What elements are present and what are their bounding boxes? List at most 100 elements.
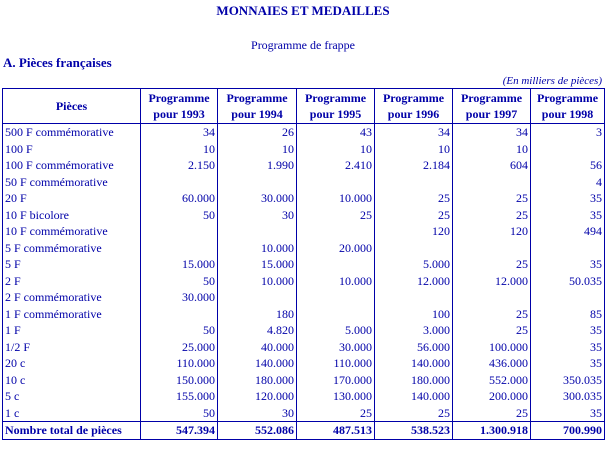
cell: 56.000 — [374, 338, 453, 355]
column-header: Programme pour 1997 — [452, 88, 531, 124]
cell — [374, 239, 453, 256]
cell: 130.000 — [296, 388, 375, 405]
cell: 552.000 — [452, 371, 531, 388]
subtitle: Programme de frappe — [251, 38, 355, 52]
column-header: Pièces — [2, 88, 141, 124]
cell: 1.990 — [217, 157, 297, 174]
cell: 50 — [140, 206, 218, 223]
cell — [140, 223, 218, 240]
cell: 10.000 — [217, 239, 297, 256]
cell: 25.000 — [140, 338, 218, 355]
cell — [452, 239, 531, 256]
cell: 50 — [140, 404, 218, 422]
cell — [140, 173, 218, 190]
data-row: 10 F bicolore 50 30 25 25 25 35 — [2, 206, 605, 223]
cell: 25 — [452, 190, 531, 207]
row-label: 10 c — [2, 371, 141, 388]
data-row: 1 F 50 4.820 5.000 3.000 25 35 — [2, 322, 605, 339]
cell — [452, 173, 531, 190]
row-label: 20 F — [2, 190, 141, 207]
cell: 2.410 — [296, 157, 375, 174]
cell: 25 — [452, 404, 531, 422]
cell: 85 — [530, 305, 605, 322]
data-row: 10 F commémorative 120 120 494 — [2, 223, 605, 240]
cell — [530, 289, 605, 306]
total-cell: 1.300.918 — [452, 421, 531, 440]
cell: 30 — [217, 404, 297, 422]
cell: 10 — [217, 140, 297, 157]
row-label: 10 F commémorative — [2, 223, 141, 240]
cell: 50 — [140, 322, 218, 339]
section-heading: A. Pièces françaises — [3, 55, 112, 70]
cell: 20.000 — [296, 239, 375, 256]
cell: 300.035 — [530, 388, 605, 405]
cell — [296, 256, 375, 273]
cell: 140.000 — [217, 355, 297, 372]
cell — [140, 305, 218, 322]
cell: 50 — [140, 272, 218, 289]
cell: 10 — [452, 140, 531, 157]
cell: 30 — [217, 206, 297, 223]
cell: 56 — [530, 157, 605, 174]
cell: 35 — [530, 256, 605, 273]
cell: 43 — [296, 123, 375, 141]
row-label: 100 F commémorative — [2, 157, 141, 174]
column-header: Programme pour 1995 — [296, 88, 375, 124]
cell: 30.000 — [296, 338, 375, 355]
data-row: 5 F commémorative 10.000 20.000 — [2, 239, 605, 256]
cell: 10.000 — [296, 190, 375, 207]
row-label: 1/2 F — [2, 338, 141, 355]
cell: 10.000 — [296, 272, 375, 289]
cell: 35 — [530, 206, 605, 223]
cell: 5.000 — [296, 322, 375, 339]
cell: 35 — [530, 190, 605, 207]
cell: 120.000 — [217, 388, 297, 405]
cell: 25 — [296, 206, 375, 223]
cell: 180.000 — [374, 371, 453, 388]
cell: 140.000 — [374, 355, 453, 372]
data-row: 5 F 15.000 15.000 5.000 25 35 — [2, 256, 605, 273]
row-label: 20 c — [2, 355, 141, 372]
unit-note: (En milliers de pièces) — [502, 75, 602, 87]
cell: 5.000 — [374, 256, 453, 273]
data-row: 5 c 155.000 120.000 130.000 140.000 200.000 30… — [2, 388, 605, 405]
row-label: 2 F commémorative — [2, 289, 141, 306]
data-row: 50 F commémorative 4 — [2, 173, 605, 190]
cell: 100.000 — [452, 338, 531, 355]
data-row: 2 F commémorative 30.000 — [2, 289, 605, 306]
cell: 30.000 — [140, 289, 218, 306]
cell: 120 — [374, 223, 453, 240]
cell: 10.000 — [217, 272, 297, 289]
cell: 10 — [296, 140, 375, 157]
row-label: 5 F — [2, 256, 141, 273]
cell: 3.000 — [374, 322, 453, 339]
cell: 15.000 — [140, 256, 218, 273]
data-row: 100 F 10 10 10 10 10 — [2, 140, 605, 157]
cell: 40.000 — [217, 338, 297, 355]
cell: 436.000 — [452, 355, 531, 372]
row-label: 1 F commémorative — [2, 305, 141, 322]
cell: 60.000 — [140, 190, 218, 207]
cell — [374, 173, 453, 190]
cell: 15.000 — [217, 256, 297, 273]
cell: 604 — [452, 157, 531, 174]
cell: 25 — [452, 256, 531, 273]
cell: 180 — [217, 305, 297, 322]
cell: 25 — [452, 206, 531, 223]
cell: 150.000 — [140, 371, 218, 388]
cell: 10 — [374, 140, 453, 157]
cell: 34 — [452, 123, 531, 141]
cell: 30.000 — [217, 190, 297, 207]
cell: 110.000 — [296, 355, 375, 372]
row-label: 1 c — [2, 404, 141, 422]
data-row: 1 F commémorative 180 100 25 85 — [2, 305, 605, 322]
cell: 25 — [452, 322, 531, 339]
data-row: 100 F commémorative 2.150 1.990 2.410 2.184 6… — [2, 157, 605, 174]
coin-table: Pièces Programme pour 1993 Programme pour … — [2, 88, 605, 440]
data-row: 500 F commémorative 34 26 43 34 34 3 — [2, 123, 605, 141]
total-cell: 487.513 — [296, 421, 375, 440]
cell: 155.000 — [140, 388, 218, 405]
cell: 26 — [217, 123, 297, 141]
row-label: 1 F — [2, 322, 141, 339]
cell — [530, 140, 605, 157]
